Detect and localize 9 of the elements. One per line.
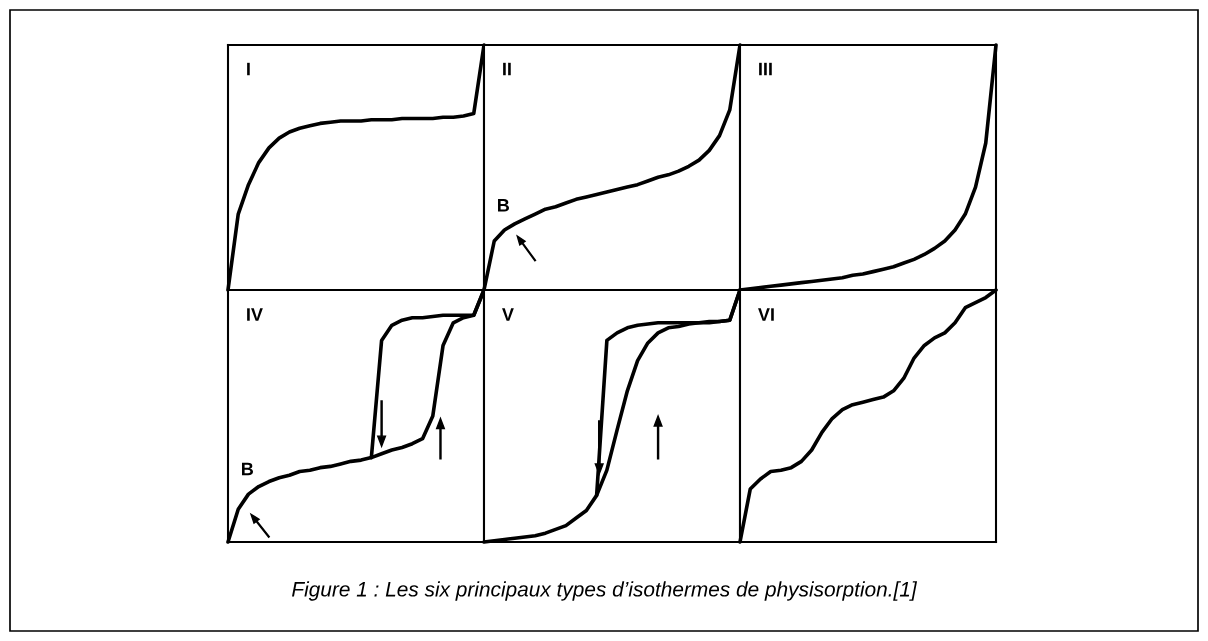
text: I xyxy=(247,62,250,76)
text: VI xyxy=(758,308,774,321)
annotation: B xyxy=(242,462,254,476)
caption: Figure 1 : Les six principaux types d’isothermes de physisorption.[1] xyxy=(292,581,918,601)
annotation: B xyxy=(498,199,510,212)
text: III xyxy=(759,62,772,76)
text: V xyxy=(502,308,514,321)
text: II xyxy=(503,62,511,76)
text: IV xyxy=(247,308,263,321)
